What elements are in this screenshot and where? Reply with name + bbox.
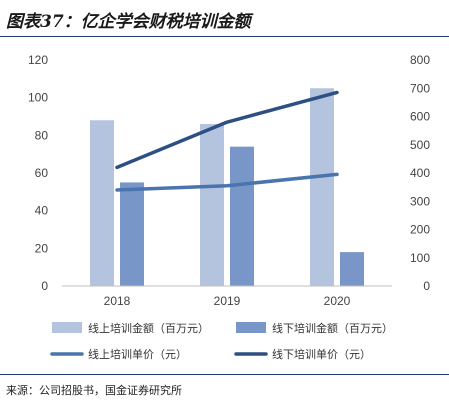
legend-online-amount-swatch [52, 322, 82, 333]
legend-offline-unit-price-label: 线下培训单价（元） [272, 347, 371, 361]
line-offline-unit-price [115, 90, 339, 170]
bar-online-amount-2019 [200, 124, 224, 287]
source-note: 来源：公司招股书，国金证券研究所 [6, 384, 182, 397]
bar-offline-amount-2018 [120, 182, 144, 286]
y-right-tick-label: 800 [410, 53, 430, 67]
chart-title: 图表37：亿企学会财税培训金额 [6, 12, 251, 32]
bar-offline-amount-2020 [340, 252, 364, 286]
y-right-tick-label: 600 [410, 110, 430, 124]
y-left-tick-label: 20 [35, 241, 49, 255]
legend-online-unit-price-label: 线上培训单价（元） [88, 347, 187, 361]
bar-offline-amount-2019 [230, 146, 254, 286]
bar-online-amount-2020 [310, 88, 334, 286]
y-left-tick-label: 100 [28, 91, 48, 105]
y-left-tick-label: 120 [28, 53, 48, 67]
legend-online-amount-label: 线上培训金额（百万元） [88, 321, 209, 335]
line-online-unit-price [115, 172, 339, 192]
bar-online-amount-2018 [90, 120, 114, 287]
title-bar: 图表37：亿企学会财税培训金额 [0, 0, 449, 37]
y-left-tick-label: 0 [41, 279, 48, 293]
chart-canvas: 0 20 40 60 80 100 120 0 100 200 300 400 500 600 700 80… [28, 53, 430, 361]
x-tick-label: 2020 [324, 294, 351, 308]
legend-online-unit-price: 线上培训单价（元） [50, 347, 187, 361]
y-left-tick-label: 40 [35, 204, 49, 218]
y-right-tick-label: 100 [410, 251, 430, 265]
legend-offline-unit-price: 线下培训单价（元） [234, 347, 371, 361]
y-right-tick-label: 0 [423, 279, 430, 293]
legend-offline-amount-label: 线下培训金额（百万元） [272, 321, 393, 335]
x-tick-label: 2018 [104, 294, 131, 308]
x-tick-label: 2019 [214, 294, 241, 308]
y-right-tick-label: 200 [410, 223, 430, 237]
y-left-tick-label: 80 [35, 128, 49, 142]
legend-online-amount: 线上培训金额（百万元） [52, 321, 209, 335]
y-right-tick-label: 300 [410, 194, 430, 208]
y-right-tick-label: 500 [410, 138, 430, 152]
legend-offline-amount-swatch [236, 322, 266, 333]
y-right-tick-label: 700 [410, 81, 430, 95]
legend-offline-amount: 线下培训金额（百万元） [236, 321, 393, 335]
source-bar: 来源：公司招股书，国金证券研究所 [0, 374, 449, 405]
y-right-tick-label: 400 [410, 166, 430, 180]
y-left-tick-label: 60 [35, 166, 49, 180]
